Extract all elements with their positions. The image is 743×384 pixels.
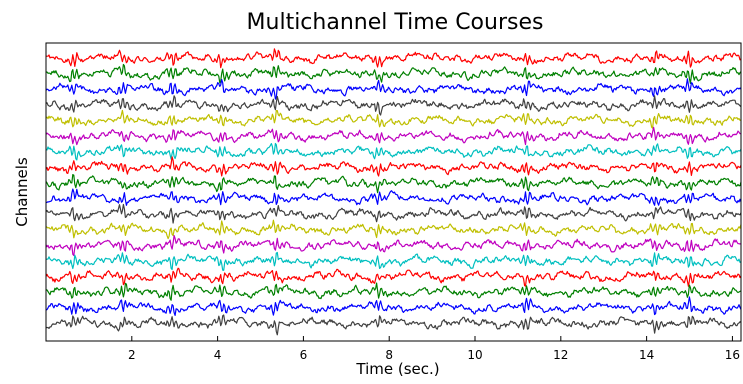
channel-trace-14 xyxy=(45,251,742,271)
channel-trace-1 xyxy=(45,48,742,69)
x-axis-ticks: 2 4 6 8 10 12 14 16 xyxy=(128,336,740,362)
x-axis-label: Time (sec.) xyxy=(355,360,439,378)
channel-trace-11 xyxy=(45,203,742,224)
channel-trace-3 xyxy=(45,78,742,100)
x-tick-label: 2 xyxy=(128,348,136,362)
channel-trace-12 xyxy=(45,219,742,240)
channel-trace-8 xyxy=(45,156,742,177)
x-tick-label: 12 xyxy=(553,348,568,362)
channel-trace-2 xyxy=(45,63,742,85)
x-tick-label: 14 xyxy=(639,348,654,362)
chart-title: Multichannel Time Courses xyxy=(247,10,544,35)
x-tick-label: 4 xyxy=(214,348,222,362)
channel-trace-4 xyxy=(45,95,742,116)
channel-traces xyxy=(45,48,742,336)
channel-trace-10 xyxy=(45,188,742,206)
x-tick-label: 6 xyxy=(300,348,308,362)
y-axis-label: Channels xyxy=(13,157,31,227)
x-tick-label: 10 xyxy=(467,348,482,362)
channel-trace-6 xyxy=(45,126,742,146)
channel-trace-9 xyxy=(45,174,742,194)
x-tick-label: 8 xyxy=(385,348,393,362)
x-tick-label: 16 xyxy=(725,348,740,362)
channel-trace-7 xyxy=(45,142,742,161)
channel-trace-15 xyxy=(45,267,742,287)
channel-trace-17 xyxy=(45,296,742,316)
channel-trace-18 xyxy=(45,314,742,336)
channel-trace-5 xyxy=(45,109,742,129)
channel-trace-13 xyxy=(45,235,742,257)
channel-trace-16 xyxy=(45,282,742,301)
plot-frame xyxy=(45,42,742,342)
